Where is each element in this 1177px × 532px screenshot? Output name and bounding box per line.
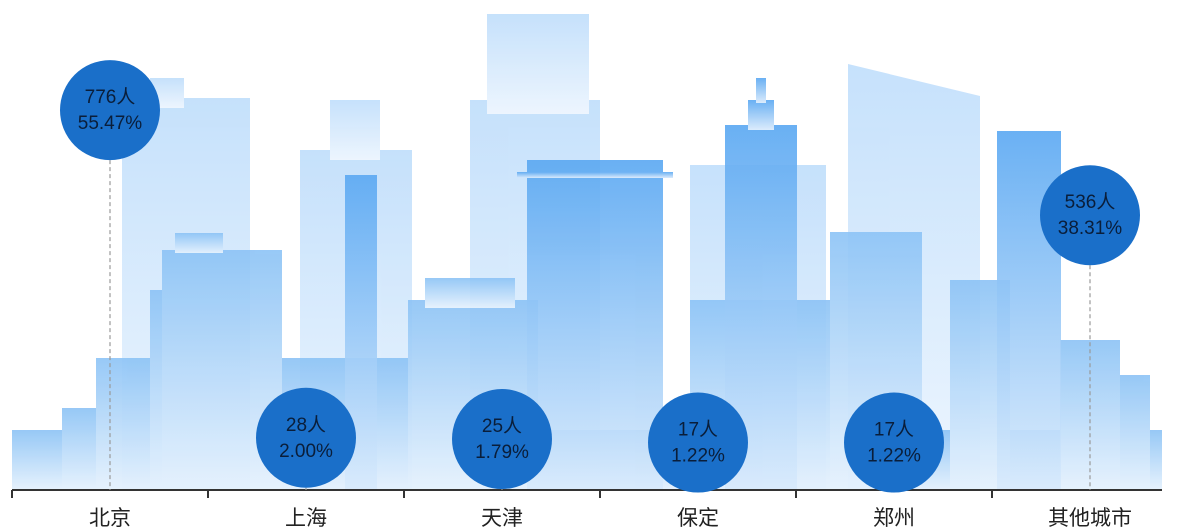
x-tick-label: 上海 (285, 506, 327, 530)
x-tick-label: 保定 (677, 506, 719, 530)
x-tick-label: 其他城市 (1048, 506, 1132, 530)
x-tick-label: 天津 (481, 506, 523, 530)
count-label: 536人 (1065, 191, 1116, 213)
percent-label: 1.22% (867, 446, 921, 467)
percent-label: 1.22% (671, 446, 725, 467)
skyline (12, 14, 1162, 490)
x-tick-label: 郑州 (873, 506, 915, 530)
percent-label: 55.47% (78, 113, 143, 134)
bubble (60, 60, 160, 161)
count-label: 776人 (85, 86, 136, 108)
percent-label: 2.00% (279, 441, 333, 462)
count-label: 17人 (678, 419, 718, 441)
count-label: 17人 (874, 419, 914, 441)
bubble (452, 389, 552, 490)
bubble (648, 392, 748, 493)
bubble (1040, 165, 1140, 266)
count-label: 25人 (482, 415, 522, 437)
percent-label: 38.31% (1058, 218, 1123, 239)
percent-label: 1.79% (475, 442, 529, 463)
bubble (844, 392, 944, 493)
count-label: 28人 (286, 414, 326, 436)
bubble (256, 387, 356, 488)
x-tick-label: 北京 (89, 506, 131, 530)
